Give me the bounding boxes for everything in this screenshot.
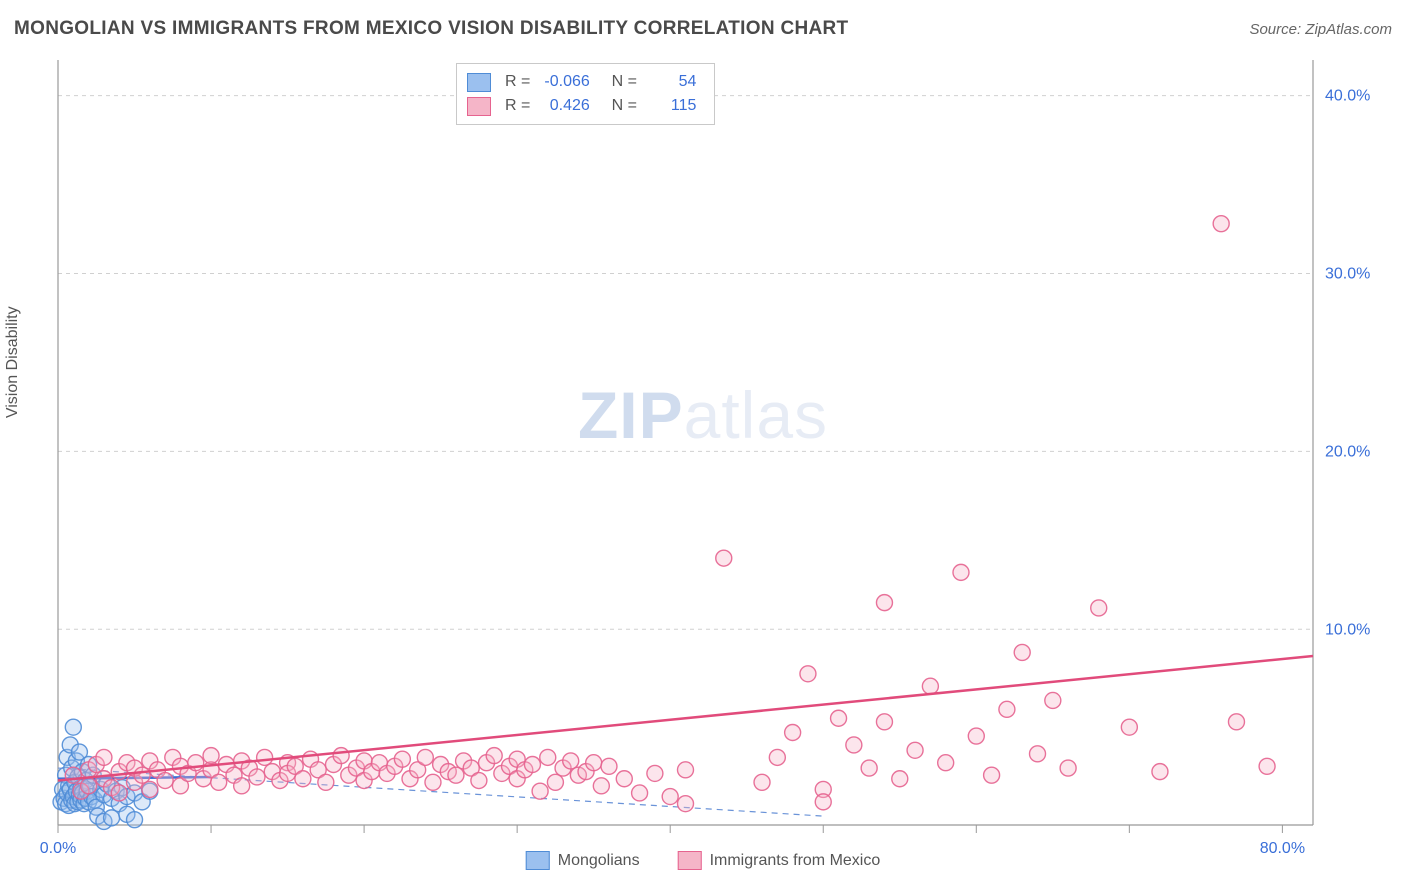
y-axis-label: Vision Disability [4, 306, 22, 418]
scatter-plot: 10.0% 20.0% 30.0% 40.0% 0.0% 80.0% [18, 55, 1388, 875]
legend-swatch-immigrants [467, 97, 491, 116]
legend-item-immigrants: Immigrants from Mexico [678, 851, 881, 870]
n-value-mongolians: 54 [641, 73, 696, 91]
legend-row-mongolians: R = -0.066 N = 54 [467, 70, 696, 94]
r-value-mongolians: -0.066 [535, 73, 590, 91]
chart-source: Source: ZipAtlas.com [1249, 21, 1392, 38]
legend-swatch-mongolians-icon [526, 851, 550, 870]
correlation-legend: R = -0.066 N = 54 R = 0.426 N = 115 [456, 63, 715, 125]
legend-row-immigrants: R = 0.426 N = 115 [467, 94, 696, 118]
chart-title: MONGOLIAN VS IMMIGRANTS FROM MEXICO VISI… [14, 18, 848, 40]
svg-text:30.0%: 30.0% [1325, 265, 1370, 282]
svg-text:80.0%: 80.0% [1260, 840, 1305, 857]
svg-text:20.0%: 20.0% [1325, 443, 1370, 460]
legend-swatch-immigrants-icon [678, 851, 702, 870]
series-legend: Mongolians Immigrants from Mexico [526, 851, 881, 870]
n-value-immigrants: 115 [641, 97, 696, 115]
svg-text:10.0%: 10.0% [1325, 621, 1370, 638]
chart-container: Vision Disability 10.0%20.0%30.0%40.0%0.… [18, 55, 1388, 874]
svg-text:40.0%: 40.0% [1325, 88, 1370, 105]
legend-swatch-mongolians [467, 73, 491, 92]
chart-header: MONGOLIAN VS IMMIGRANTS FROM MEXICO VISI… [14, 18, 1392, 40]
r-value-immigrants: 0.426 [535, 97, 590, 115]
svg-text:0.0%: 0.0% [40, 840, 76, 857]
legend-item-mongolians: Mongolians [526, 851, 640, 870]
